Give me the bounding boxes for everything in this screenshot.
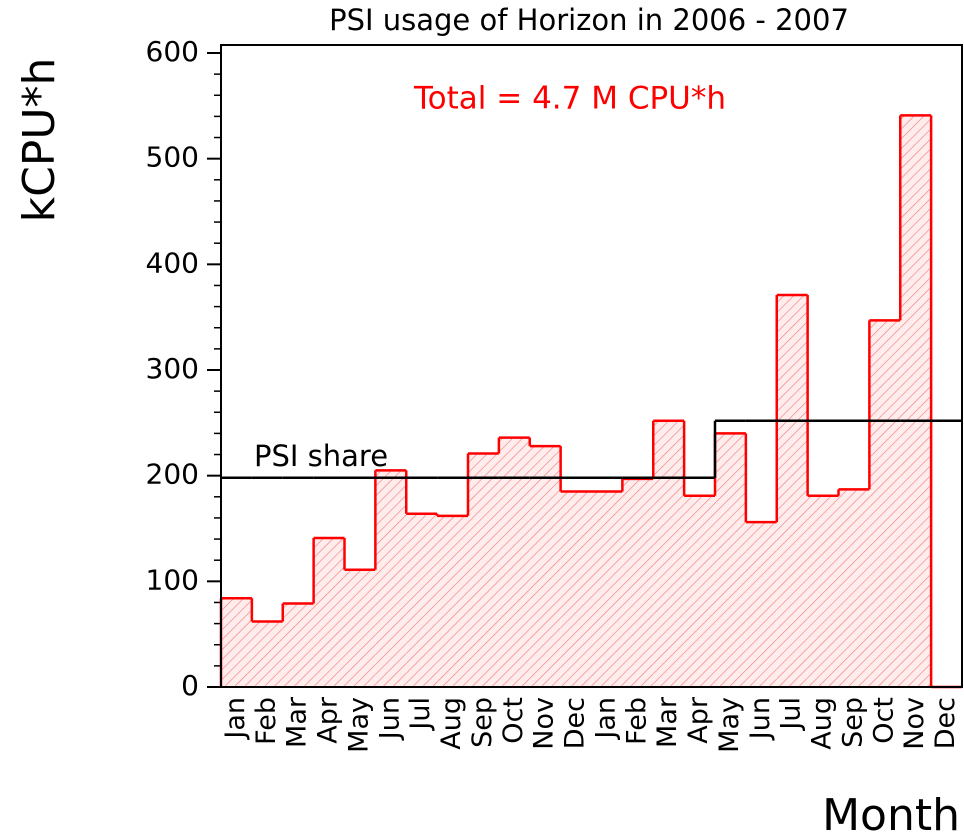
- x-tick-label: Nov: [529, 697, 560, 750]
- y-tick-label: 600: [146, 35, 199, 68]
- bar: [715, 433, 746, 687]
- bar: [776, 294, 808, 687]
- bar: [591, 491, 623, 687]
- x-tick-label: Jan: [220, 697, 251, 741]
- x-tick-label: Mar: [282, 696, 313, 748]
- y-tick-label: 0: [181, 669, 199, 702]
- x-tick-label: Feb: [251, 697, 282, 745]
- bar: [282, 603, 314, 687]
- bar: [313, 538, 345, 687]
- bar: [745, 522, 777, 687]
- x-tick-label: Jul: [405, 697, 436, 732]
- x-tick-label: Jul: [776, 697, 807, 732]
- x-tick-label: Apr: [313, 696, 344, 744]
- y-tick-label: 300: [146, 352, 199, 385]
- y-tick-label: 200: [146, 458, 199, 491]
- x-tick-label: Dec: [930, 697, 961, 749]
- x-axis-label: Month: [822, 790, 960, 840]
- x-tick-label: Sep: [467, 697, 498, 748]
- x-tick-label: Oct: [868, 697, 899, 744]
- bar: [684, 495, 715, 687]
- y-tick-label: 500: [146, 141, 199, 174]
- bar: [221, 598, 252, 687]
- bar: [653, 420, 685, 687]
- bar: [622, 478, 654, 687]
- bar: [251, 621, 283, 687]
- bar: [437, 515, 468, 687]
- x-tick-label: Oct: [498, 697, 529, 744]
- bar: [375, 470, 407, 687]
- x-tick-label: Dec: [560, 697, 591, 749]
- bar: [869, 320, 901, 687]
- x-tick-label: May: [714, 697, 745, 753]
- x-tick-label: Sep: [837, 697, 868, 748]
- x-tick-label: Jan: [590, 697, 621, 741]
- y-tick-label: 100: [146, 563, 199, 596]
- x-tick-label: Nov: [899, 697, 930, 750]
- bar: [468, 453, 499, 687]
- bar: [560, 491, 592, 687]
- x-tick-label: Feb: [621, 697, 652, 745]
- y-tick-label: 400: [146, 246, 199, 279]
- x-tick-label: Jun: [374, 697, 405, 741]
- x-tick-label: Apr: [683, 696, 714, 744]
- bar: [406, 513, 438, 687]
- x-tick-label: Mar: [652, 696, 683, 748]
- x-tick-label: Aug: [807, 697, 838, 750]
- bar: [529, 446, 561, 687]
- x-tick-label: May: [343, 697, 374, 753]
- bar: [807, 495, 839, 687]
- chart-title: PSI usage of Horizon in 2006 - 2007: [329, 3, 849, 37]
- plot-frame: [220, 44, 963, 688]
- share-label: PSI share: [254, 439, 388, 473]
- bar: [344, 569, 376, 687]
- bar: [900, 115, 932, 688]
- y-axis-label: kCPU*h: [14, 58, 65, 223]
- annotation: Total = 4.7 M CPU*h: [413, 81, 726, 117]
- x-tick-label: Jun: [745, 697, 776, 741]
- bar: [838, 489, 870, 687]
- x-tick-label: Aug: [436, 697, 467, 750]
- bar: [498, 437, 530, 687]
